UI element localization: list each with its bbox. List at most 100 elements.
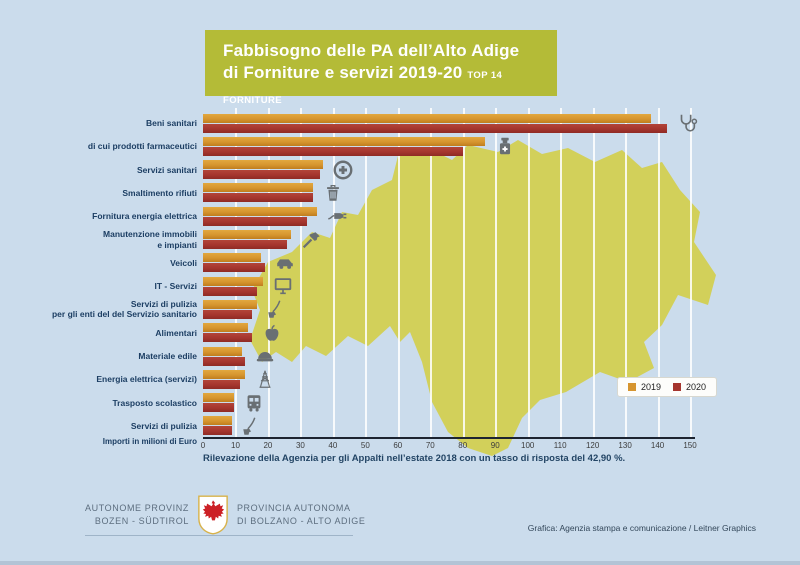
medical-cross-icon bbox=[332, 159, 354, 181]
legend-label-2020: 2020 bbox=[686, 382, 707, 392]
category-label-7: IT - Servizi bbox=[154, 281, 197, 291]
x-tick-90: 90 bbox=[490, 441, 500, 450]
legend-label-2019: 2019 bbox=[641, 382, 662, 392]
bar-2019-4[interactable] bbox=[203, 206, 317, 216]
category-label-10: Materiale edile bbox=[138, 350, 197, 361]
province-logo: AUTONOME PROVINZ BOZEN - SÜDTIROL PROVIN… bbox=[85, 494, 365, 536]
graphics-credit: Grafica: Agenzia stampa e comunicazione … bbox=[527, 523, 756, 533]
hard-hat-icon bbox=[254, 345, 276, 367]
bar-2020-1[interactable] bbox=[203, 146, 463, 156]
x-axis-unit-label: Importi in milioni di Euro bbox=[102, 437, 197, 446]
bar-2020-6[interactable] bbox=[203, 263, 265, 273]
chart-title-tag: TOP 14 FORNITURE bbox=[223, 70, 503, 106]
x-tick-50: 50 bbox=[360, 441, 370, 450]
legend-entry-2019: 2019 bbox=[628, 382, 661, 392]
chart-title-line2: di Forniture e servizi 2019-20 TOP 14 FOR… bbox=[223, 62, 557, 112]
bar-2019-0[interactable] bbox=[203, 113, 652, 123]
legend-entry-2020: 2020 bbox=[673, 382, 706, 392]
x-axis-line bbox=[203, 437, 695, 439]
bar-2020-0[interactable] bbox=[203, 123, 668, 133]
bar-2020-7[interactable] bbox=[203, 286, 257, 296]
bar-2019-2[interactable] bbox=[203, 160, 324, 170]
bar-2019-13[interactable] bbox=[203, 416, 233, 426]
bar-2020-11[interactable] bbox=[203, 379, 241, 389]
bar-2020-9[interactable] bbox=[203, 333, 252, 343]
category-label-12: Trasposto scolastico bbox=[112, 397, 197, 408]
bar-2019-7[interactable] bbox=[203, 276, 264, 286]
bar-2019-1[interactable] bbox=[203, 136, 486, 146]
chart-title-line1: Fabbisogno delle PA dell’Alto Adige bbox=[223, 41, 520, 60]
gridline-130 bbox=[625, 108, 628, 438]
chart-title-line2-text: di Forniture e servizi 2019-20 bbox=[223, 63, 463, 82]
category-label-13: Servizi di pulizia bbox=[130, 420, 197, 431]
bar-2019-8[interactable] bbox=[203, 299, 257, 309]
bar-2020-8[interactable] bbox=[203, 309, 252, 319]
x-tick-0: 0 bbox=[200, 441, 206, 450]
logo-german-line1: AUTONOME PROVINZ bbox=[85, 503, 189, 513]
gridline-40 bbox=[332, 108, 335, 438]
bar-2020-5[interactable] bbox=[203, 240, 288, 249]
category-label-4: Fornitura energia elettrica bbox=[92, 211, 197, 222]
bar-2019-10[interactable] bbox=[203, 346, 242, 356]
x-tick-30: 30 bbox=[295, 441, 305, 450]
category-label-0: Beni sanitari bbox=[145, 117, 197, 128]
gridline-30 bbox=[300, 108, 303, 438]
bar-2019-12[interactable] bbox=[203, 393, 234, 403]
category-label-11: Energia elettrica (servizi) bbox=[96, 374, 197, 385]
title-banner: Fabbisogno delle PA dell’Alto Adige di F… bbox=[205, 30, 557, 106]
bar-2020-4[interactable] bbox=[203, 216, 307, 226]
bar-2020-3[interactable] bbox=[203, 193, 314, 203]
x-tick-120: 120 bbox=[585, 441, 600, 450]
gridline-100 bbox=[527, 108, 530, 438]
logo-italian-line1: PROVINCIA AUTONOMA bbox=[236, 503, 351, 513]
bar-2020-12[interactable] bbox=[203, 403, 234, 413]
x-tick-10: 10 bbox=[231, 441, 240, 450]
medicine-bottle-icon bbox=[494, 135, 516, 157]
legend: 2019 2020 bbox=[617, 377, 718, 397]
x-tick-140: 140 bbox=[650, 441, 665, 450]
logo-italian-line2: DI BOLZANO - ALTO ADIGE bbox=[236, 516, 366, 526]
monitor-icon bbox=[272, 275, 294, 297]
category-label-9: Alimentari bbox=[155, 327, 197, 338]
bar-2019-3[interactable] bbox=[203, 183, 314, 193]
gridline-70 bbox=[430, 108, 433, 438]
gridline-60 bbox=[397, 108, 400, 438]
car-icon bbox=[274, 252, 296, 274]
bar-2019-9[interactable] bbox=[203, 323, 249, 333]
bar-2020-13[interactable] bbox=[203, 426, 233, 436]
logo-text-italian: PROVINCIA AUTONOMA DI BOLZANO - ALTO ADI… bbox=[237, 502, 366, 528]
x-tick-110: 110 bbox=[553, 441, 567, 450]
survey-footnote: Rilevazione della Agenzia per gli Appalt… bbox=[203, 453, 626, 464]
gridline-120 bbox=[592, 108, 595, 438]
bar-2020-2[interactable] bbox=[203, 170, 320, 180]
tyrolean-eagle bbox=[202, 500, 225, 521]
bar-2020-10[interactable] bbox=[203, 356, 246, 366]
footer-divider bbox=[85, 535, 353, 536]
x-tick-130: 130 bbox=[618, 441, 632, 450]
legend-swatch-2019 bbox=[628, 383, 636, 391]
bar-2019-6[interactable] bbox=[203, 253, 262, 263]
x-tick-70: 70 bbox=[425, 441, 435, 450]
gridline-50 bbox=[365, 108, 368, 438]
map-shape bbox=[250, 140, 716, 456]
gridline-10 bbox=[235, 108, 238, 438]
category-label-2: Servizi sanitari bbox=[136, 164, 197, 175]
bar-2019-11[interactable] bbox=[203, 369, 246, 379]
plug-icon bbox=[326, 205, 348, 227]
gridline-110 bbox=[560, 108, 563, 438]
stethoscope-icon bbox=[676, 112, 698, 134]
x-tick-20: 20 bbox=[263, 441, 273, 450]
logo-german-line2: BOZEN - SÜDTIROL bbox=[94, 516, 189, 526]
x-tick-100: 100 bbox=[521, 441, 535, 450]
coat-of-arms-icon bbox=[198, 495, 228, 535]
category-label-8: Servizi di pulizia per gli enti del del … bbox=[51, 299, 197, 320]
bar-2019-5[interactable] bbox=[203, 230, 291, 239]
category-label-6: Veicoli bbox=[170, 257, 197, 268]
category-label-5: Manutenzione immobili e impianti bbox=[103, 229, 197, 250]
x-tick-150: 150 bbox=[683, 441, 697, 450]
power-tower-icon bbox=[254, 368, 276, 390]
apple-icon bbox=[261, 322, 283, 344]
trash-icon bbox=[322, 182, 344, 204]
category-label-1: di cui prodotti farmaceutici bbox=[87, 141, 197, 152]
